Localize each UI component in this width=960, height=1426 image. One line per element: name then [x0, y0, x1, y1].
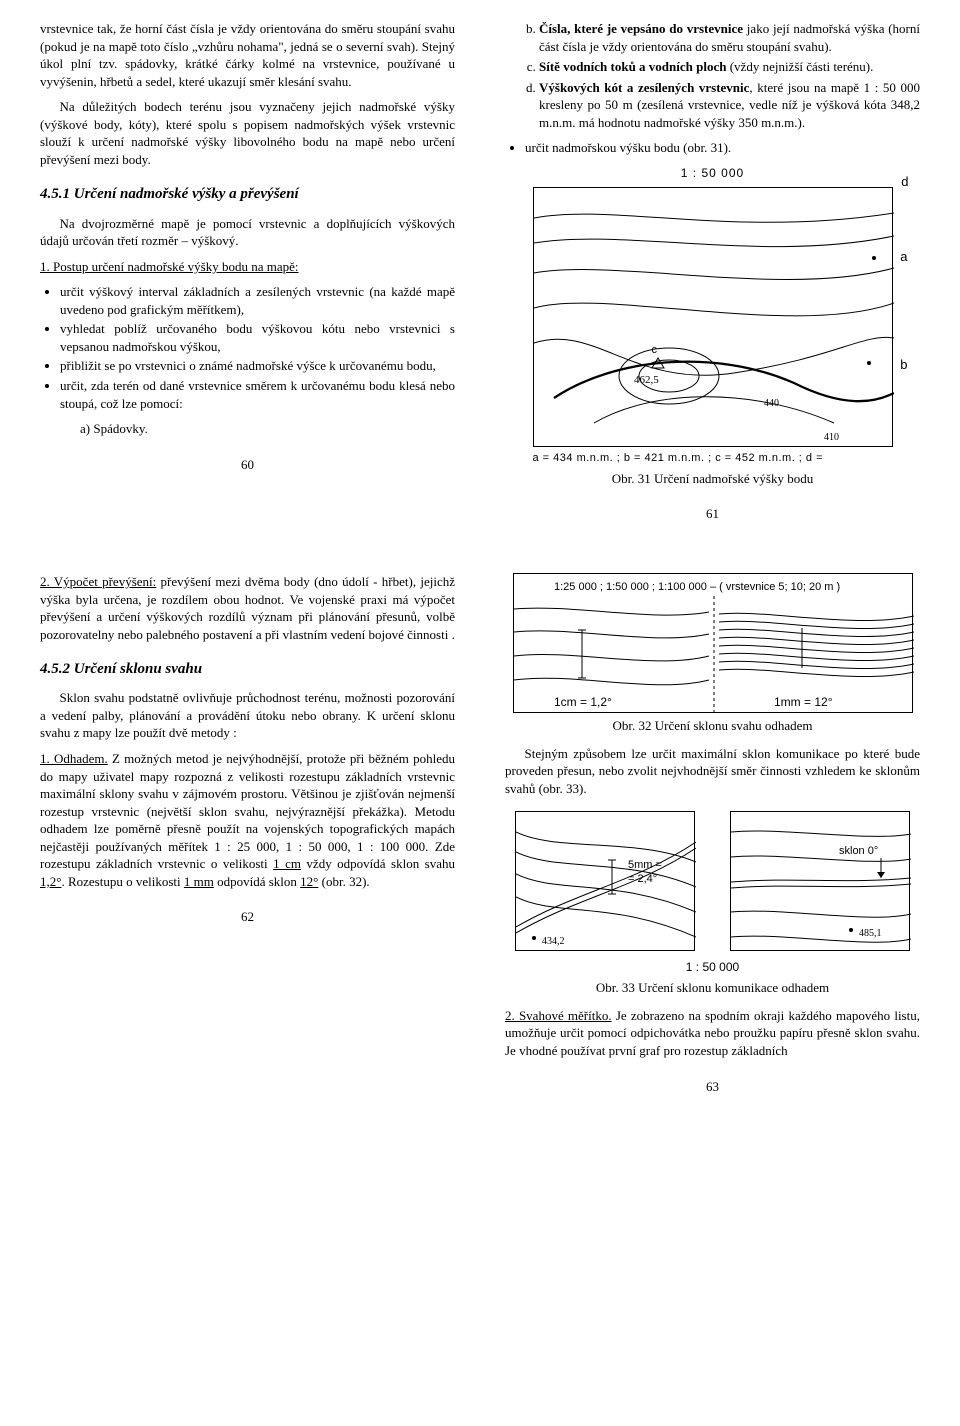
heading-452: 4.5.2 Určení sklonu svahu	[40, 659, 455, 679]
fig33-right-svg: sklon 0° 485,1	[731, 812, 911, 952]
svg-text:1mm = 12°: 1mm = 12°	[774, 695, 833, 709]
postup-title-u: 1. Postup určení nadmořské výšky bodu na…	[40, 259, 299, 274]
list-item: Sítě vodních toků a vodních ploch (vždy …	[539, 58, 920, 76]
fig33-left-svg: 5mm = = 2,4° 434,2	[516, 812, 696, 952]
bullet-after-61: určit nadmořskou výšku bodu (obr. 31).	[505, 139, 920, 157]
list-item: Výškových kót a zesílených vrstevnic, kt…	[539, 79, 920, 132]
fig31-wrap: d 462,5	[533, 187, 893, 466]
list-item: vyhledat poblíž určovaného bodu výškovou…	[60, 320, 455, 355]
pagenum-61: 61	[505, 505, 920, 523]
li-d: Výškových kót a zesílených vrstevnic, kt…	[539, 80, 920, 130]
svg-text:sklon 0°: sklon 0°	[839, 845, 878, 857]
li-b: Čísla, které je vepsáno do vrstevnice ja…	[539, 21, 920, 54]
para-br-2: 2. Svahové měřítko. Je zobrazeno na spod…	[505, 1007, 920, 1060]
pagenum-62: 62	[40, 908, 455, 926]
svg-text:485,1: 485,1	[859, 928, 882, 939]
br2-lead: 2. Svahové měřítko.	[505, 1008, 612, 1023]
fig32-caption: Obr. 32 Určení sklonu svahu odhadem	[505, 717, 920, 735]
list-item: Čísla, které je vepsáno do vrstevnice ja…	[539, 20, 920, 55]
svg-text:440: 440	[764, 398, 779, 409]
fig31-caption: Obr. 31 Určení nadmořské výšky bodu	[505, 470, 920, 488]
fig31-letter-a: a	[900, 248, 907, 266]
list-item: určit, zda terén od dané vrstevnice směr…	[60, 377, 455, 412]
fig31-bottom: a = 434 m.n.m. ; b = 421 m.n.m. ; c = 45…	[533, 451, 893, 466]
fig31-box: 462,5 440 410 a b c	[533, 187, 893, 447]
column-63: 1:25 000 ; 1:50 000 ; 1:100 000 – ( vrst…	[505, 573, 920, 1095]
fig33-right: sklon 0° 485,1	[730, 811, 910, 951]
fig31-letter-b: b	[900, 356, 907, 374]
para-tl-1: vrstevnice tak, že horní část čísla je v…	[40, 20, 455, 90]
list-item: určit nadmořskou výšku bodu (obr. 31).	[525, 139, 920, 157]
svg-text:= 2,4°: = 2,4°	[628, 873, 657, 885]
svg-text:410: 410	[824, 432, 839, 443]
para-bl-3: 1. Odhadem. Z možných metod je nejvýhodn…	[40, 750, 455, 890]
fig33-row: 5mm = = 2,4° 434,2 sklon 0°	[505, 805, 920, 955]
pagenum-63: 63	[505, 1078, 920, 1096]
fig31-kota: 462,5	[634, 374, 659, 386]
sub-a: a) Spádovky.	[40, 420, 455, 438]
fig31-letter-c: c	[652, 343, 658, 358]
column-61: Čísla, které je vepsáno do vrstevnice ja…	[505, 20, 920, 523]
para-br-1: Stejným způsobem lze určit maximální skl…	[505, 745, 920, 798]
li-c: Sítě vodních toků a vodních ploch (vždy …	[539, 59, 873, 74]
column-60: vrstevnice tak, že horní část čísla je v…	[40, 20, 455, 523]
fig33-left: 5mm = = 2,4° 434,2	[515, 811, 695, 951]
bl3-lead: 1. Odhadem.	[40, 751, 108, 766]
list-item: přibližit se po vrstevnici o známé nadmo…	[60, 357, 455, 375]
fig32-svg: 1:25 000 ; 1:50 000 ; 1:100 000 – ( vrst…	[514, 574, 914, 714]
pagenum-60: 60	[40, 456, 455, 474]
para-bl-2: Sklon svahu podstatně ovlivňuje průchodn…	[40, 689, 455, 742]
page-row-bottom: 2. Výpočet převýšení: převýšení mezi dvě…	[0, 553, 960, 1125]
letter-list-61: Čísla, které je vepsáno do vrstevnice ja…	[505, 20, 920, 131]
fig32-box: 1:25 000 ; 1:50 000 ; 1:100 000 – ( vrst…	[513, 573, 913, 713]
svg-text:1cm = 1,2°: 1cm = 1,2°	[554, 695, 612, 709]
bl3-rest: Z možných metod je nejvýhodnější, protož…	[40, 751, 455, 889]
column-62: 2. Výpočet převýšení: převýšení mezi dvě…	[40, 573, 455, 1095]
list-item: určit výškový interval základních a zesí…	[60, 283, 455, 318]
fig31-scale: 1 : 50 000	[505, 165, 920, 181]
bullet-list-60: určit výškový interval základních a zesí…	[40, 283, 455, 412]
para-tl-3: Na dvojrozměrné mapě je pomocí vrstevnic…	[40, 215, 455, 250]
bl1-lead: 2. Výpočet převýšení:	[40, 574, 156, 589]
fig33-caption: Obr. 33 Určení sklonu komunikace odhadem	[505, 979, 920, 997]
svg-text:1:25 000 ; 1:50 000 ; 1:100 00: 1:25 000 ; 1:50 000 ; 1:100 000 – ( vrst…	[554, 581, 840, 593]
para-bl-1: 2. Výpočet převýšení: převýšení mezi dvě…	[40, 573, 455, 643]
fig33-bottom: 1 : 50 000	[505, 959, 920, 975]
fig31-svg: 462,5 440 410	[534, 188, 894, 448]
para-tl-2: Na důležitých bodech terénu jsou vyznače…	[40, 98, 455, 168]
svg-text:5mm =: 5mm =	[628, 859, 662, 871]
fig31-letter-d: d	[901, 173, 908, 191]
page-row-top: vrstevnice tak, že horní část čísla je v…	[0, 0, 960, 553]
postup-title: 1. Postup určení nadmořské výšky bodu na…	[40, 258, 455, 276]
heading-451: 4.5.1 Určení nadmořské výšky a převýšení	[40, 184, 455, 204]
svg-text:434,2: 434,2	[542, 936, 565, 947]
